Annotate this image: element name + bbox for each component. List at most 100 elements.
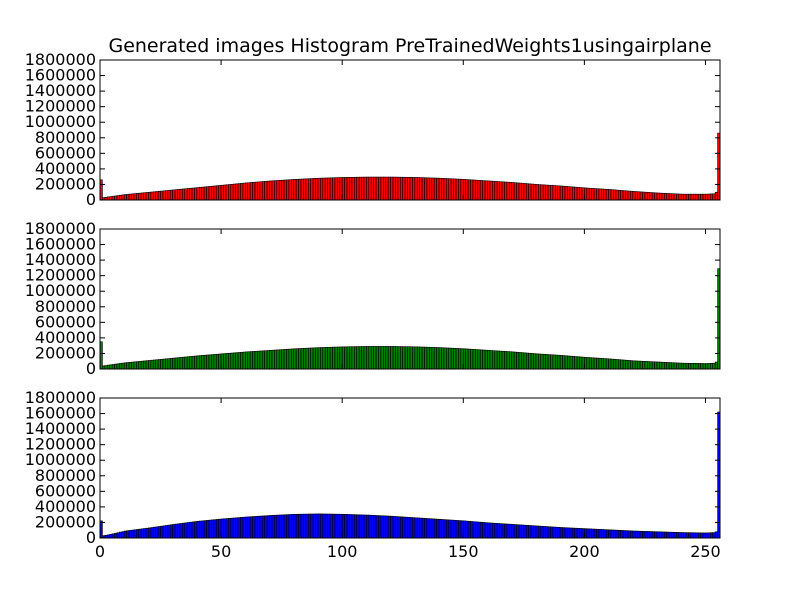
histogram-bar bbox=[143, 192, 147, 201]
histogram-bar bbox=[356, 346, 360, 370]
histogram-bar bbox=[182, 188, 186, 201]
histogram-bar bbox=[487, 180, 491, 201]
histogram-bar bbox=[191, 187, 195, 201]
histogram-bar bbox=[559, 185, 563, 201]
histogram-bar bbox=[351, 514, 355, 539]
histogram-bar bbox=[232, 352, 236, 370]
histogram-bar bbox=[182, 522, 186, 539]
histogram-bar bbox=[680, 362, 684, 370]
histogram-bar bbox=[710, 532, 714, 539]
histogram-bar bbox=[630, 530, 634, 539]
histogram-bar bbox=[327, 346, 331, 370]
histogram-bar bbox=[591, 357, 595, 370]
histogram-bar bbox=[538, 525, 542, 539]
histogram-bar bbox=[169, 358, 173, 370]
histogram-bar bbox=[472, 521, 476, 539]
histogram-bar bbox=[191, 355, 195, 370]
histogram-bar bbox=[555, 526, 559, 539]
histogram-bar bbox=[605, 189, 609, 201]
histogram-bar bbox=[194, 355, 198, 370]
histogram-bar bbox=[390, 346, 394, 370]
histogram-bar bbox=[453, 178, 457, 201]
histogram-bar bbox=[228, 184, 232, 201]
histogram-bar bbox=[225, 518, 229, 539]
histogram-bar bbox=[688, 193, 692, 201]
histogram-bar bbox=[155, 526, 159, 539]
histogram-bar bbox=[400, 516, 404, 539]
histogram-bar bbox=[235, 352, 239, 370]
histogram-bar bbox=[213, 185, 217, 201]
histogram-bar bbox=[479, 349, 483, 370]
histogram-bar bbox=[620, 359, 624, 370]
histogram-bar bbox=[446, 178, 450, 201]
histogram-bar bbox=[237, 517, 241, 539]
histogram-bar bbox=[431, 347, 435, 370]
x-tick-label: 150 bbox=[448, 542, 479, 561]
histogram-bar bbox=[206, 354, 210, 370]
histogram-bar bbox=[637, 530, 641, 539]
y-tick-label: 1800000 bbox=[25, 388, 96, 407]
histogram-bar bbox=[429, 346, 433, 370]
histogram-bar bbox=[356, 176, 360, 201]
histogram-bar bbox=[206, 186, 210, 201]
histogram-bar bbox=[697, 193, 701, 201]
histogram-bar bbox=[588, 357, 592, 370]
histogram-bar bbox=[637, 360, 641, 370]
histogram-bar bbox=[528, 525, 532, 539]
plot-frame bbox=[99, 397, 721, 539]
histogram-bar bbox=[521, 524, 525, 539]
histogram-bar bbox=[295, 178, 299, 201]
histogram-bar bbox=[375, 515, 379, 539]
histogram-bar bbox=[281, 514, 285, 539]
histogram-bar bbox=[230, 517, 234, 539]
histogram-bar bbox=[622, 530, 626, 539]
histogram-bar bbox=[477, 180, 481, 201]
histogram-bar bbox=[487, 522, 491, 539]
histogram-bar bbox=[639, 530, 643, 539]
histogram-bar bbox=[162, 525, 166, 539]
histogram-bar bbox=[167, 524, 171, 539]
histogram-bar bbox=[157, 190, 161, 201]
histogram-bar bbox=[659, 192, 663, 201]
histogram-bar bbox=[622, 359, 626, 370]
histogram-bar bbox=[530, 353, 534, 370]
histogram-bar bbox=[436, 518, 440, 539]
histogram-bar bbox=[208, 519, 212, 539]
histogram-bar bbox=[576, 528, 580, 539]
histogram-bar bbox=[123, 362, 127, 370]
histogram-bar bbox=[361, 346, 365, 370]
histogram-bar bbox=[547, 354, 551, 370]
histogram-bar bbox=[601, 188, 605, 201]
histogram-bar bbox=[596, 357, 600, 370]
histogram-bar bbox=[470, 348, 474, 370]
histogram-bar bbox=[145, 192, 149, 201]
histogram-bar bbox=[315, 513, 319, 539]
histogram-bar bbox=[293, 179, 297, 201]
histogram-bar bbox=[305, 513, 309, 539]
histogram-bar bbox=[661, 361, 665, 370]
histogram-bar bbox=[455, 178, 459, 201]
histogram-bar bbox=[429, 518, 433, 539]
histogram-bar bbox=[383, 515, 387, 539]
histogram-bar bbox=[276, 349, 280, 370]
y-tick-label: 1400000 bbox=[25, 250, 96, 269]
histogram-bar bbox=[407, 517, 411, 539]
histogram-bar bbox=[552, 185, 556, 201]
histogram-bar bbox=[455, 348, 459, 370]
histogram-bar bbox=[596, 188, 600, 201]
histogram-bar bbox=[441, 519, 445, 539]
histogram-bar bbox=[542, 184, 546, 201]
histogram-bar bbox=[525, 183, 529, 201]
histogram-bar bbox=[370, 346, 374, 370]
histogram-bar bbox=[150, 527, 154, 539]
histogram-bar bbox=[324, 177, 328, 201]
histogram-bar bbox=[634, 191, 638, 201]
histogram-bar bbox=[237, 183, 241, 201]
histogram-bar bbox=[288, 514, 292, 539]
histogram-bar bbox=[184, 188, 188, 201]
histogram-bar bbox=[269, 515, 273, 539]
histogram-bar bbox=[274, 180, 278, 201]
histogram-bar bbox=[368, 346, 372, 370]
histogram-bar bbox=[278, 349, 282, 370]
histogram-bar bbox=[533, 353, 537, 370]
